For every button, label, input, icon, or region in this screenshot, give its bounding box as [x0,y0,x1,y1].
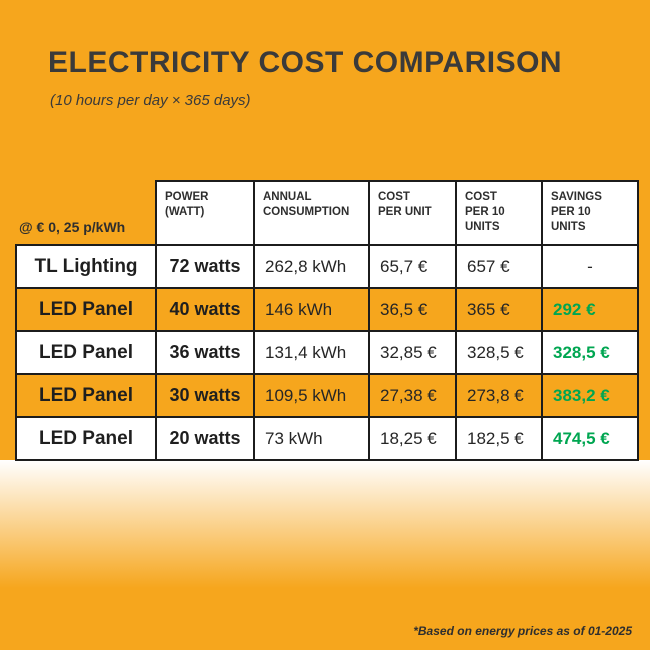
cost-per-unit-cell: 36,5 € [368,287,457,332]
power-cell: 72 watts [155,244,255,289]
power-cell: 30 watts [155,373,255,418]
table-header-row: @ € 0, 25 p/kWh POWER (WATT) ANNUAL CONS… [16,180,639,246]
cost-per-10-cell: 182,5 € [455,416,543,461]
annual-consumption-cell: 146 kWh [253,287,370,332]
table-row-led-40w: LED Panel 40 watts 146 kWh 36,5 € 365 € … [15,287,639,332]
table-row-led-20w: LED Panel 20 watts 73 kWh 18,25 € 182,5 … [15,416,639,461]
table-row-led-36w: LED Panel 36 watts 131,4 kWh 32,85 € 328… [15,330,639,375]
cost-per-unit-cell: 27,38 € [368,373,457,418]
cost-per-10-cell: 273,8 € [455,373,543,418]
col-header-annual-consumption: ANNUAL CONSUMPTION [253,180,370,246]
cost-comparison-table: @ € 0, 25 p/kWh POWER (WATT) ANNUAL CONS… [15,180,639,461]
page-subtitle: (10 hours per day × 365 days) [50,92,251,109]
power-cell: 40 watts [155,287,255,332]
page-title: ELECTRICITY COST COMPARISON [48,46,563,79]
savings-cell: 328,5 € [541,330,639,375]
cost-per-unit-cell: 18,25 € [368,416,457,461]
col-header-savings-per-10-units: SAVINGS PER 10 UNITS [541,180,639,246]
product-name-cell: LED Panel [15,416,157,461]
power-cell: 36 watts [155,330,255,375]
cost-per-unit-cell: 65,7 € [368,244,457,289]
rate-label: @ € 0, 25 p/kWh [19,218,126,235]
savings-cell: 474,5 € [541,416,639,461]
product-name-cell: TL Lighting [15,244,157,289]
annual-consumption-cell: 109,5 kWh [253,373,370,418]
col-header-cost-per-unit: COST PER UNIT [368,180,457,246]
savings-cell: 383,2 € [541,373,639,418]
background-fade [0,460,650,588]
savings-cell: - [541,244,639,289]
cost-per-unit-cell: 32,85 € [368,330,457,375]
col-header-power: POWER (WATT) [155,180,255,246]
product-name-cell: LED Panel [15,373,157,418]
power-cell: 20 watts [155,416,255,461]
cost-per-10-cell: 657 € [455,244,543,289]
col-header-cost-per-10-units: COST PER 10 UNITS [455,180,543,246]
table-row-led-30w: LED Panel 30 watts 109,5 kWh 27,38 € 273… [15,373,639,418]
cost-per-10-cell: 328,5 € [455,330,543,375]
annual-consumption-cell: 131,4 kWh [253,330,370,375]
footnote: *Based on energy prices as of 01-2025 [413,624,632,638]
annual-consumption-cell: 262,8 kWh [253,244,370,289]
savings-cell: 292 € [541,287,639,332]
product-name-cell: LED Panel [15,287,157,332]
annual-consumption-cell: 73 kWh [253,416,370,461]
cost-per-10-cell: 365 € [455,287,543,332]
product-name-cell: LED Panel [15,330,157,375]
table-row-tl-lighting: TL Lighting 72 watts 262,8 kWh 65,7 € 65… [15,244,639,289]
